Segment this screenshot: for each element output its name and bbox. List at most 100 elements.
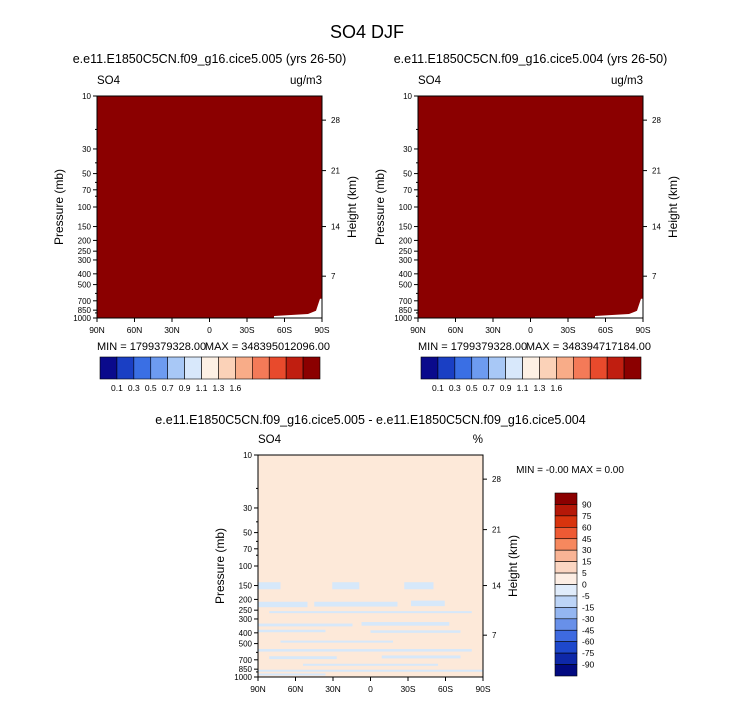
negative-patch (258, 629, 326, 633)
colorbar-swatch (573, 356, 591, 380)
colorbar-swatch (302, 356, 321, 380)
pressure-tick-label: 70 (403, 186, 412, 195)
colorbar-label: 0.3 (128, 383, 140, 393)
negative-patch (370, 630, 461, 633)
negative-patch (381, 655, 461, 659)
latitude-tick-label: 60S (438, 684, 453, 694)
height-tick-label: 14 (492, 582, 501, 591)
colorbar-swatch (539, 356, 557, 380)
colorbar-swatch (554, 584, 578, 597)
colorbar-label: 5 (582, 568, 587, 578)
height-tick-label: 28 (492, 475, 501, 484)
colorbar-label: 1.1 (517, 383, 529, 393)
latitude-tick-label: 90N (410, 325, 426, 335)
colorbar-swatch (201, 356, 219, 380)
max-value: MAX = 348395012096.00 (205, 341, 330, 353)
colorbar-label: 0.9 (500, 383, 512, 393)
negative-patch (269, 656, 337, 660)
colorbar-swatch (488, 356, 506, 380)
colorbar-label: -60 (582, 637, 595, 647)
pressure-tick-label: 500 (239, 640, 253, 649)
pressure-tick-label: 100 (78, 203, 92, 212)
colorbar-swatch (554, 527, 578, 540)
panel-title: e.e11.E1850C5CN.f09_g16.cice5.004 (yrs 2… (394, 52, 668, 66)
colorbar-swatch (554, 664, 578, 677)
y-axis-label: Pressure (mb) (52, 169, 66, 245)
colorbar-label: 0.9 (179, 383, 191, 393)
pressure-tick-label: 300 (78, 256, 92, 265)
negative-patch (404, 582, 434, 590)
colorbar-label: 0.7 (162, 383, 174, 393)
colorbar-swatch (133, 356, 152, 380)
pressure-tick-label: 10 (243, 451, 252, 460)
height-tick-label: 21 (331, 167, 340, 176)
right-axis-label: Height (km) (345, 176, 359, 238)
max-value: MAX = 348394717184.00 (526, 341, 651, 353)
y-axis-label: Pressure (mb) (213, 528, 227, 604)
pressure-tick-label: 70 (82, 186, 91, 195)
colorbar-swatch (554, 549, 578, 562)
colorbar-swatch (606, 356, 625, 380)
pressure-tick-label: 250 (239, 606, 253, 615)
latitude-tick-label: 90S (314, 325, 329, 335)
latitude-tick-label: 0 (207, 325, 212, 335)
pressure-tick-label: 500 (78, 281, 92, 290)
height-tick-label: 7 (492, 631, 497, 640)
colorbar-swatch (623, 356, 642, 380)
colorbar-swatch (554, 618, 578, 631)
latitude-tick-label: 30N (485, 325, 501, 335)
latitude-tick-label: 30S (400, 684, 415, 694)
height-tick-label: 21 (492, 526, 501, 535)
latitude-tick-label: 60N (448, 325, 464, 335)
colorbar-swatch (252, 356, 270, 380)
pressure-tick-label: 50 (243, 529, 252, 538)
colorbar-label: 30 (582, 545, 592, 555)
colorbar-swatch (99, 356, 118, 380)
colorbar-swatch (116, 356, 135, 380)
pressure-tick-label: 400 (78, 270, 92, 279)
latitude-tick-label: 30S (560, 325, 575, 335)
missing-data-region (595, 298, 643, 318)
negative-patch (314, 601, 398, 607)
colorbar-label: 0.5 (145, 383, 157, 393)
colorbar-label: 1.3 (534, 383, 546, 393)
pressure-tick-label: 250 (399, 247, 413, 256)
colorbar-swatch (554, 629, 578, 642)
figure-title: SO4 DJF (330, 22, 404, 42)
negative-patch (361, 622, 450, 626)
colorbar-swatch (554, 538, 578, 551)
field-fill (97, 96, 322, 318)
height-tick-label: 28 (331, 116, 340, 125)
colorbar-label: 0.1 (432, 383, 444, 393)
pressure-tick-label: 70 (243, 545, 252, 554)
pressure-tick-label: 30 (82, 145, 91, 154)
pressure-tick-label: 400 (399, 270, 413, 279)
variable-label: SO4 (418, 75, 442, 87)
colorbar-label: 15 (582, 557, 592, 567)
negative-patch (258, 649, 472, 652)
pressure-tick-label: 850 (78, 306, 92, 315)
pressure-tick-label: 1000 (394, 314, 412, 323)
negative-patch (411, 600, 445, 607)
pressure-tick-label: 200 (239, 595, 253, 604)
height-tick-label: 7 (652, 272, 657, 281)
latitude-tick-label: 30S (239, 325, 254, 335)
latitude-tick-label: 90S (475, 684, 490, 694)
colorbar-swatch (454, 356, 473, 380)
colorbar-swatch (554, 652, 578, 665)
colorbar-label: -45 (582, 625, 595, 635)
height-tick-label: 21 (652, 167, 661, 176)
latitude-tick-label: 90N (89, 325, 105, 335)
colorbar-swatch (184, 356, 202, 380)
colorbar-label: 90 (582, 499, 592, 509)
min-value: MIN = 1799379328.00 (97, 341, 206, 353)
negative-patch (258, 669, 483, 672)
colorbar-label: 0 (582, 580, 587, 590)
height-tick-label: 14 (652, 223, 661, 232)
pressure-tick-label: 150 (239, 582, 253, 591)
colorbar-swatch (554, 572, 578, 585)
colorbar-swatch (522, 356, 540, 380)
pressure-tick-label: 700 (399, 297, 413, 306)
colorbar-swatch (554, 492, 578, 505)
